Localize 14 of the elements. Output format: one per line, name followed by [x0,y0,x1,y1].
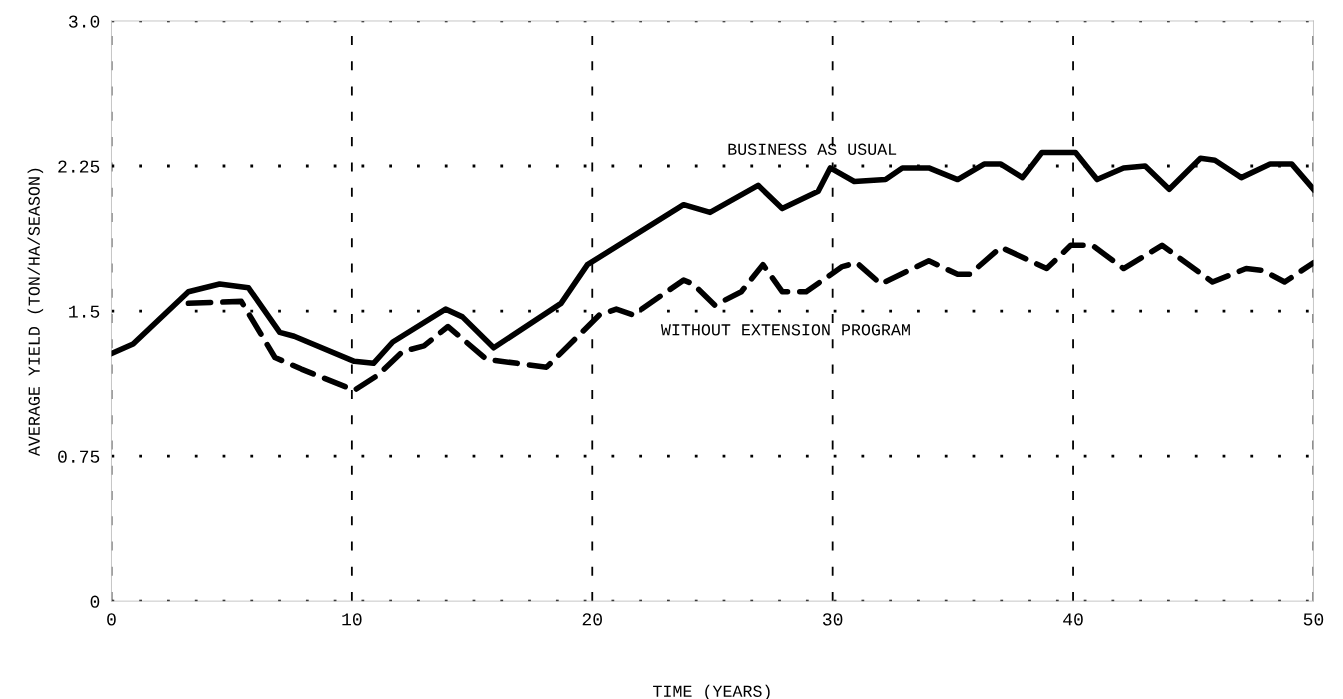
series-label: BUSINESS AS USUAL [728,143,897,155]
x-tick-label: 50 [1303,613,1324,626]
x-tick-label: 10 [342,613,362,626]
y-tick-label: 1.5 [69,305,100,318]
y-tick-label: 0.75 [58,450,100,463]
y-tick-label: 0 [90,595,100,608]
x-tick-label: 40 [1063,613,1083,626]
x-tick-label: 20 [582,613,602,626]
x-tick-label: 0 [107,613,116,626]
y-axis-title: AVERAGE YIELD (TON/HA/SEASON) [27,168,44,457]
y-tick-label: 3.0 [68,15,100,28]
series-label: WITHOUT EXTENSION PROGRAM [660,324,910,336]
x-tick-label: 30 [822,613,843,626]
y-tick-label: 2.25 [58,160,100,173]
